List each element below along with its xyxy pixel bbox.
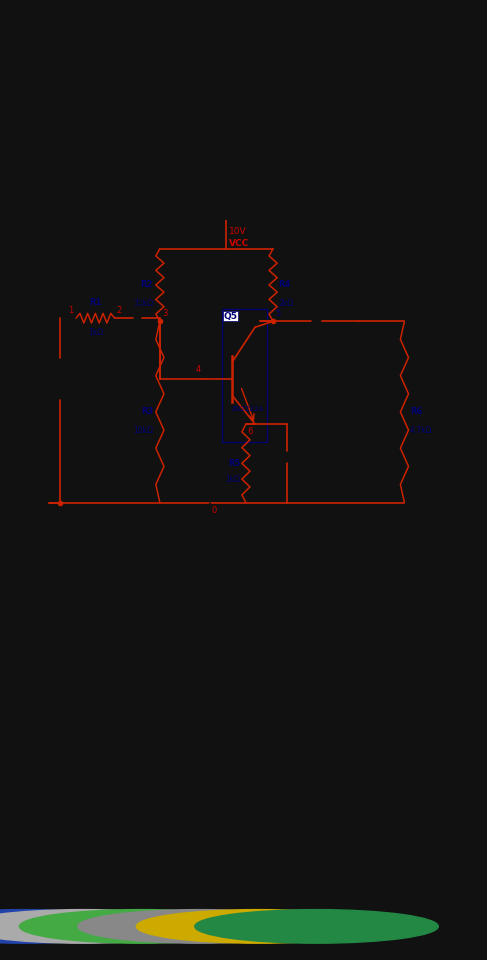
Text: V1: V1 <box>36 359 48 368</box>
Text: 7: 7 <box>361 309 366 318</box>
Circle shape <box>136 910 380 943</box>
Text: R5: R5 <box>228 459 241 468</box>
Circle shape <box>195 910 438 943</box>
Text: 0.2 Vrms: 0.2 Vrms <box>36 374 69 380</box>
Text: 10V: 10V <box>229 228 247 236</box>
Text: 1uF: 1uF <box>309 332 323 341</box>
Text: 4: 4 <box>195 365 201 373</box>
Text: 10kΩ: 10kΩ <box>133 425 153 435</box>
Text: 2: 2 <box>116 306 121 315</box>
Text: 1uF: 1uF <box>130 328 144 338</box>
Text: 4)   Calculate the output ac voltage and sketch it .: 4) Calculate the output ac voltage and s… <box>29 161 245 170</box>
Text: 0: 0 <box>212 506 217 515</box>
Circle shape <box>78 910 321 943</box>
Circle shape <box>0 910 205 943</box>
Text: 1kΩ: 1kΩ <box>88 328 103 338</box>
Text: 2N2222A: 2N2222A <box>230 406 263 412</box>
Text: C1: C1 <box>131 297 143 306</box>
Text: Q5: Q5 <box>224 312 238 321</box>
Text: 6: 6 <box>247 427 253 436</box>
Bar <box>222 309 267 443</box>
Text: 1uF: 1uF <box>292 468 306 477</box>
Text: +: + <box>56 367 65 376</box>
Text: 6)   Discuss the function of C1 and C2 in this circuit .: 6) Discuss the function of C1 and C2 in … <box>29 199 256 208</box>
Text: 3: 3 <box>162 309 168 318</box>
Text: 2kΩ: 2kΩ <box>279 299 294 307</box>
Text: 8kHz: 8kHz <box>36 388 54 394</box>
Text: 5)   In which region does the transistor operate ? why. What is the function of : 5) In which region does the transistor o… <box>29 180 417 190</box>
Text: C2: C2 <box>292 453 304 462</box>
Text: C3: C3 <box>310 299 322 308</box>
Text: The transistor in the shown figure has βr =150 .: The transistor in the shown figure has β… <box>29 80 286 88</box>
Text: R1: R1 <box>89 299 101 307</box>
Text: 1kΩ: 1kΩ <box>225 475 241 484</box>
Text: 0°: 0° <box>36 401 44 407</box>
Circle shape <box>0 910 146 943</box>
Text: R4: R4 <box>279 280 291 289</box>
Text: 1: 1 <box>69 306 74 315</box>
Text: VCC: VCC <box>229 239 249 249</box>
Text: 4.7kΩ: 4.7kΩ <box>410 425 432 435</box>
Text: 5: 5 <box>275 309 281 318</box>
Circle shape <box>19 910 263 943</box>
Text: −: − <box>55 377 66 392</box>
Text: 1)   What is the type of this configuration ?: 1) What is the type of this configuratio… <box>29 107 214 115</box>
Text: VCC: VCC <box>215 201 236 209</box>
Text: R2: R2 <box>141 280 153 289</box>
Text: R3: R3 <box>141 407 153 417</box>
Text: 3)   Calculate the Q- point, and sketch it in the dc load line (output I-V ) .: 3) Calculate the Q- point, and sketch it… <box>29 143 341 152</box>
Text: R6: R6 <box>410 407 422 417</box>
Text: 30kΩ: 30kΩ <box>133 299 153 307</box>
Text: 2)   Draw the DC equivalent circuit for the given figure.: 2) Draw the DC equivalent circuit for th… <box>29 125 267 133</box>
